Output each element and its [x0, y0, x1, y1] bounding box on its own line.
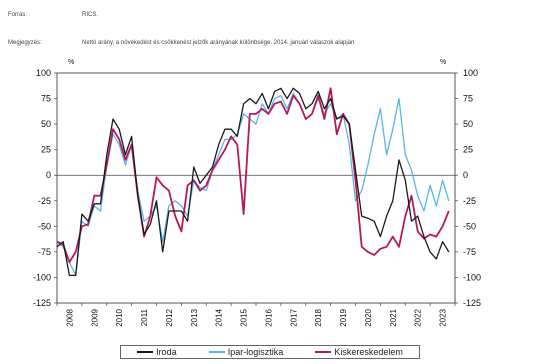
x-tick-label: 2021 — [389, 308, 398, 326]
legend-item-ipar-logisztika: Ipar-logisztika — [208, 347, 284, 357]
left-tick-label: -25 — [38, 196, 51, 206]
x-tick-label: 2018 — [314, 308, 323, 326]
note-value: Nettó arány, a növekedést és csökkenést … — [82, 40, 355, 46]
x-tick-label: 2017 — [289, 308, 298, 326]
right-tick-label: -25 — [463, 196, 476, 206]
x-tick-label: 2019 — [339, 308, 348, 326]
series-line-ipar-logisztika — [56, 92, 450, 277]
x-tick-label: 2010 — [115, 308, 124, 326]
x-tick-label: 2014 — [215, 308, 224, 326]
right-tick-label: 50 — [463, 119, 473, 129]
left-tick-label: -100 — [33, 272, 51, 282]
legend-swatch-ipar-logisztika — [208, 351, 225, 353]
legend-label-kiskereskedelem: Kiskereskedelem — [334, 347, 403, 357]
left-tick-label: -125 — [33, 298, 51, 308]
x-tick-label: 2011 — [140, 308, 149, 326]
x-tick-label: 2009 — [90, 308, 99, 326]
legend-swatch-iroda — [137, 351, 154, 353]
right-tick-label: -125 — [463, 298, 481, 308]
left-tick-label: 50 — [41, 119, 51, 129]
left-tick-label: 100 — [36, 68, 51, 78]
x-tick-label: 2016 — [264, 308, 273, 326]
legend-swatch-kiskereskedelem — [315, 351, 332, 353]
x-tick-label: 2015 — [240, 308, 249, 326]
left-tick-label: 0 — [46, 170, 51, 180]
right-tick-label: -75 — [463, 247, 476, 257]
right-tick-label: 100 — [463, 68, 478, 78]
legend-label-iroda: Iroda — [156, 347, 177, 357]
x-axis: 2008 2009 2010 2011 2012 2013 2014 2015 2016 2017… — [56, 303, 456, 327]
left-unit-label: % — [68, 59, 74, 66]
source-row: Forrás: RICS. — [8, 12, 98, 18]
source-label: Forrás: — [8, 12, 28, 18]
right-tick-label: 0 — [463, 170, 468, 180]
right-unit-label: % — [440, 59, 446, 66]
source-value: RICS. — [82, 12, 99, 18]
right-tick-label: 75 — [463, 94, 473, 104]
x-tick-label: 2023 — [439, 308, 448, 326]
legend-label-ipar-logisztika: Ipar-logisztika — [227, 347, 284, 357]
left-y-axis: 100 75 50 25 0 -25 -50 -75 -100 -125 — [33, 68, 57, 308]
note-label: Megjegyzés: — [8, 40, 42, 46]
note-row: Megjegyzés: Nettó arány, a növekedést és … — [8, 40, 354, 46]
x-tick-label: 2013 — [190, 308, 199, 326]
legend-item-kiskereskedelem: Kiskereskedelem — [315, 347, 403, 357]
right-tick-label: 25 — [463, 145, 473, 155]
right-y-axis: 100 75 50 25 0 -25 -50 -75 -100 -125 — [455, 68, 481, 308]
series-line-iroda — [56, 87, 450, 277]
left-tick-label: 75 — [41, 94, 51, 104]
left-tick-label: 25 — [41, 145, 51, 155]
x-tick-label: 2012 — [165, 308, 174, 326]
x-tick-label: 2008 — [65, 308, 74, 326]
series-layer — [56, 87, 450, 277]
series-line-kiskereskedelem — [56, 87, 450, 264]
x-tick-label: 2022 — [414, 308, 423, 326]
x-tick-label: 2020 — [364, 308, 373, 326]
left-tick-label: -75 — [38, 247, 51, 257]
legend-item-iroda: Iroda — [137, 347, 177, 357]
right-tick-label: -50 — [463, 221, 476, 231]
right-tick-label: -100 — [463, 272, 481, 282]
chart-legend: Iroda Ipar-logisztika Kiskereskedelem — [120, 345, 420, 359]
left-tick-label: -50 — [38, 221, 51, 231]
